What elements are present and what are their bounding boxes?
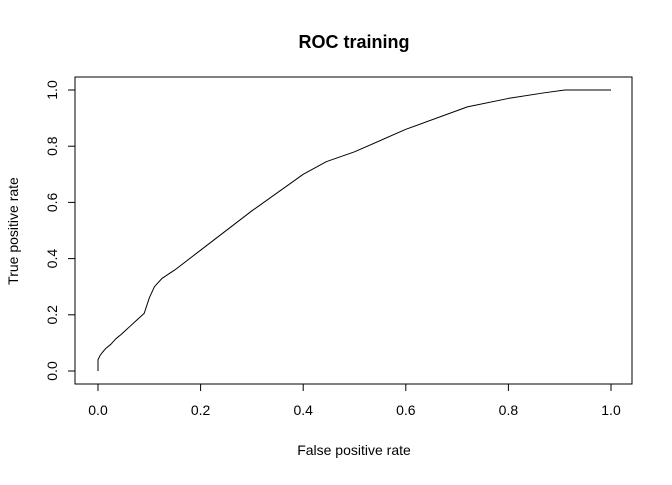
- x-axis: 0.0 0.2 0.4 0.6 0.8 1.0: [88, 383, 621, 418]
- y-tick-label: 0.6: [44, 192, 60, 212]
- x-tick-label: 0.6: [396, 402, 416, 418]
- x-tick-label: 0.4: [293, 402, 313, 418]
- y-tick-label: 0.0: [44, 361, 60, 381]
- roc-curve-line: [97, 89, 611, 371]
- y-axis-label: True positive rate: [5, 177, 21, 285]
- y-tick-label: 0.8: [44, 136, 60, 156]
- series-layer: [97, 89, 611, 371]
- x-tick-label: 0.8: [499, 402, 519, 418]
- x-axis-label: False positive rate: [297, 442, 411, 458]
- chart-title: ROC training: [299, 32, 410, 52]
- y-tick-label: 0.4: [44, 249, 60, 269]
- x-tick-label: 1.0: [601, 402, 621, 418]
- y-axis: 0.0 0.2 0.4 0.6 0.8 1.0: [44, 80, 76, 381]
- y-tick-label: 1.0: [44, 80, 60, 100]
- x-tick-label: 0.0: [88, 402, 108, 418]
- x-tick-label: 0.2: [191, 402, 211, 418]
- y-tick-label: 0.2: [44, 305, 60, 325]
- plot-frame: [74, 76, 633, 385]
